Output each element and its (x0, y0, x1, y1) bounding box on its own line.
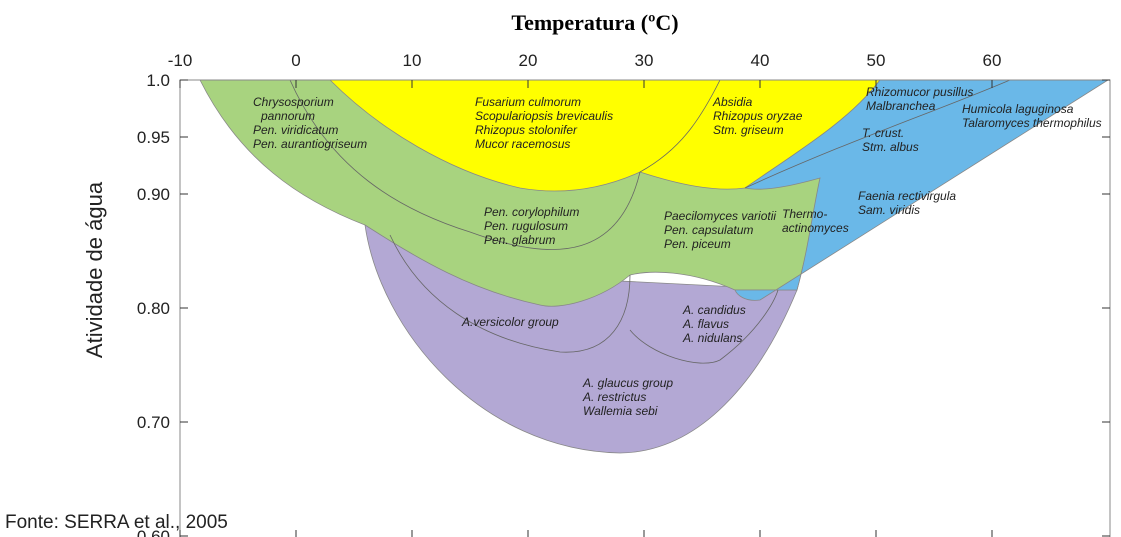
y-axis-label: Atividade de água (82, 181, 107, 358)
region-label-line: Malbranchea (866, 99, 936, 113)
boundary (639, 79, 721, 173)
region-label: A. glaucus group A. restrictus Wallemia se… (582, 376, 673, 418)
region-label-line: A. nidulans (682, 331, 742, 345)
region-label: Thermo-actinomyces (782, 207, 849, 235)
region-label-line: A. flavus (682, 317, 729, 331)
region-label: Faenia rectivirgula Sam. viridis (858, 189, 956, 217)
region-label-line: Pen. piceum (664, 237, 731, 251)
region-label-line: pannorum (260, 109, 315, 123)
region-label-line: Humicola laguginosa (962, 102, 1074, 116)
region-label-line: Thermo- (782, 207, 827, 221)
region-label: Fusarium culmorum Scopulariopsis brevicau… (475, 95, 613, 151)
y-tick-label: 0.90 (137, 185, 170, 204)
regions (199, 79, 1110, 454)
region-label: Chrysosporium pannorum Pen. viridicatum Pen… (253, 95, 367, 151)
y-tick-label: 1.0 (146, 71, 170, 90)
region-label-line: Pen. corylophilum (484, 205, 579, 219)
region-label-line: Pen. aurantiogriseum (253, 137, 367, 151)
region-label-line: Rhizopus oryzae (713, 109, 803, 123)
region-label-line: Fusarium culmorum (475, 95, 581, 109)
title: Temperatura (ºC) (511, 10, 678, 35)
region-label-line: Pen. viridicatum (253, 123, 338, 137)
region-label-line: Pen. capsulatum (664, 223, 753, 237)
blue-region (734, 79, 1110, 301)
y-tick-label: 0.60 (137, 527, 170, 537)
x-tick-label: -10 (168, 51, 193, 70)
x-tick-label: 30 (635, 51, 654, 70)
region-label-line: Absidia (712, 95, 753, 109)
source: Fonte: SERRA et al., 2005 (5, 512, 228, 533)
region-label: T. crust. Stm. albus (862, 126, 919, 154)
region-label: Paecilomyces variotii Pen. capsulatum Pen.… (664, 209, 776, 251)
y-tick-label: 0.70 (137, 413, 170, 432)
region-label-line: A. candidus (682, 303, 746, 317)
region-label-line: A.versicolor group (461, 315, 559, 329)
boundary (289, 79, 641, 250)
region-label-line: Stm. griseum (713, 123, 784, 137)
region-label-line: A. restrictus (582, 390, 646, 404)
x-tick-label: 20 (519, 51, 538, 70)
x-tick-label: 10 (403, 51, 422, 70)
y-tick-label: 0.80 (137, 299, 170, 318)
x-tick-label: 50 (867, 51, 886, 70)
region-label-line: Paecilomyces variotii (664, 209, 776, 223)
boundary (629, 289, 779, 364)
region-label-line: Pen. glabrum (484, 233, 555, 247)
x-tick-label: 40 (751, 51, 770, 70)
region-label-line: Faenia rectivirgula (858, 189, 956, 203)
region-label-line: actinomyces (782, 221, 849, 235)
boundary (744, 79, 1011, 189)
boundary (389, 234, 631, 353)
region-label-line: A. glaucus group (582, 376, 673, 390)
region-label-line: T. crust. (862, 126, 904, 140)
plot-frame (179, 79, 1111, 537)
region-label: Rhizomucor pusillus Malbranchea (866, 85, 973, 113)
region-label-line: Rhizopus stolonifer (475, 123, 578, 137)
region-label-line: Rhizomucor pusillus (866, 85, 973, 99)
region-label-line: Sam. viridis (858, 203, 920, 217)
region-label: Pen. corylophilum Pen. rugulosum Pen. glab… (484, 205, 579, 247)
region-label-line: Mucor racemosus (475, 137, 570, 151)
y-tick-label: 0.95 (137, 128, 170, 147)
region-label: A. candidus A. flavus A. nidulans (682, 303, 746, 345)
region-label-line: Wallemia sebi (583, 404, 658, 418)
region-label: A.versicolor group (461, 315, 559, 329)
region-label-line: Pen. rugulosum (484, 219, 568, 233)
x-tick-label: 0 (291, 51, 300, 70)
axes (179, 79, 1111, 537)
region-label-line: Talaromyces thermophilus (962, 116, 1102, 130)
region-label-line: Stm. albus (862, 140, 919, 154)
region-label-line: Chrysosporium (253, 95, 334, 109)
region-label: Humicola laguginosa Talaromyces thermophi… (962, 102, 1102, 130)
region-label: Absidia Rhizopus oryzae Stm. griseum (712, 95, 803, 137)
region-label-line: Scopulariopsis brevicaulis (475, 109, 613, 123)
x-tick-label: 60 (983, 51, 1002, 70)
